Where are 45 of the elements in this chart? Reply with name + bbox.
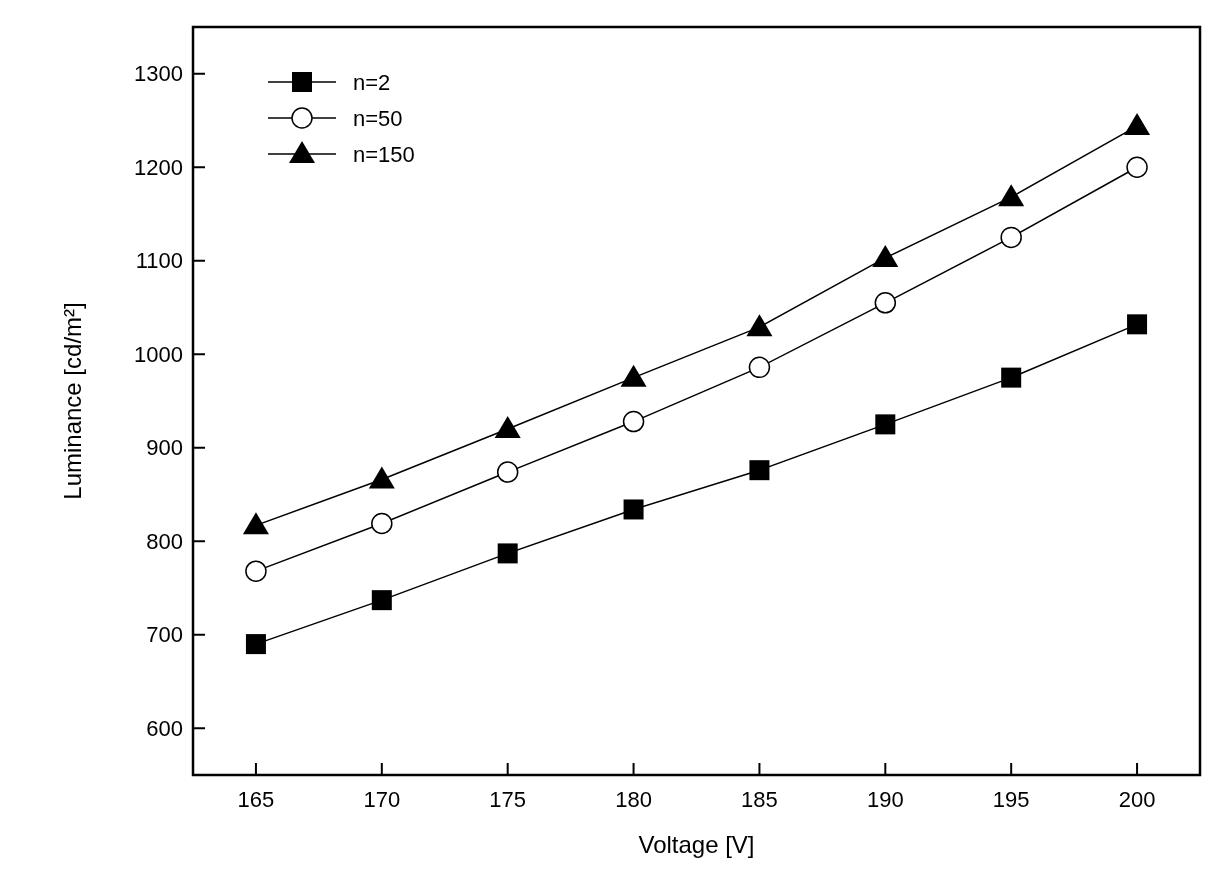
point bbox=[494, 416, 521, 439]
point bbox=[1001, 367, 1022, 388]
y-tick-label: 1200 bbox=[134, 154, 183, 180]
point bbox=[998, 184, 1025, 207]
point bbox=[496, 461, 519, 483]
y-axis-title: Luminance [cd/m²] bbox=[59, 302, 86, 500]
y-tick-label: 800 bbox=[146, 528, 183, 554]
point bbox=[622, 410, 645, 433]
point bbox=[875, 414, 896, 435]
x-tick-label: 185 bbox=[741, 787, 778, 812]
x-tick-label: 195 bbox=[992, 787, 1030, 812]
point bbox=[368, 466, 395, 489]
legend-label: n=50 bbox=[353, 105, 403, 131]
legend-label: n=150 bbox=[353, 141, 415, 167]
x-tick-label: 170 bbox=[363, 787, 401, 812]
y-tick-label: 1000 bbox=[134, 341, 183, 367]
point bbox=[1127, 314, 1148, 335]
x-tick-label: 175 bbox=[489, 787, 527, 812]
x-tick-label: 180 bbox=[615, 787, 652, 812]
point bbox=[1126, 156, 1148, 178]
legend-label: n=2 bbox=[353, 69, 391, 95]
x-tick-label: 200 bbox=[1118, 787, 1156, 812]
y-tick-label: 900 bbox=[146, 435, 183, 461]
y-tick-label: 1100 bbox=[135, 248, 183, 274]
point bbox=[1124, 113, 1151, 136]
x-tick-label: 190 bbox=[866, 787, 904, 812]
point bbox=[245, 634, 266, 655]
point bbox=[748, 356, 771, 379]
y-tick-label: 600 bbox=[146, 715, 183, 741]
point bbox=[874, 292, 897, 314]
point bbox=[245, 560, 267, 582]
point bbox=[749, 460, 770, 481]
point bbox=[872, 244, 899, 267]
y-tick-label: 1300 bbox=[134, 61, 183, 87]
point bbox=[371, 590, 392, 611]
point bbox=[620, 364, 647, 387]
point bbox=[497, 543, 518, 564]
y-tick-label: 700 bbox=[146, 622, 183, 648]
point bbox=[242, 512, 269, 535]
point bbox=[371, 512, 393, 535]
point bbox=[1000, 226, 1022, 249]
point bbox=[623, 499, 644, 520]
point bbox=[746, 314, 773, 337]
x-tick-label: 165 bbox=[237, 787, 275, 812]
x-axis-title: Voltage [V] bbox=[638, 831, 755, 858]
